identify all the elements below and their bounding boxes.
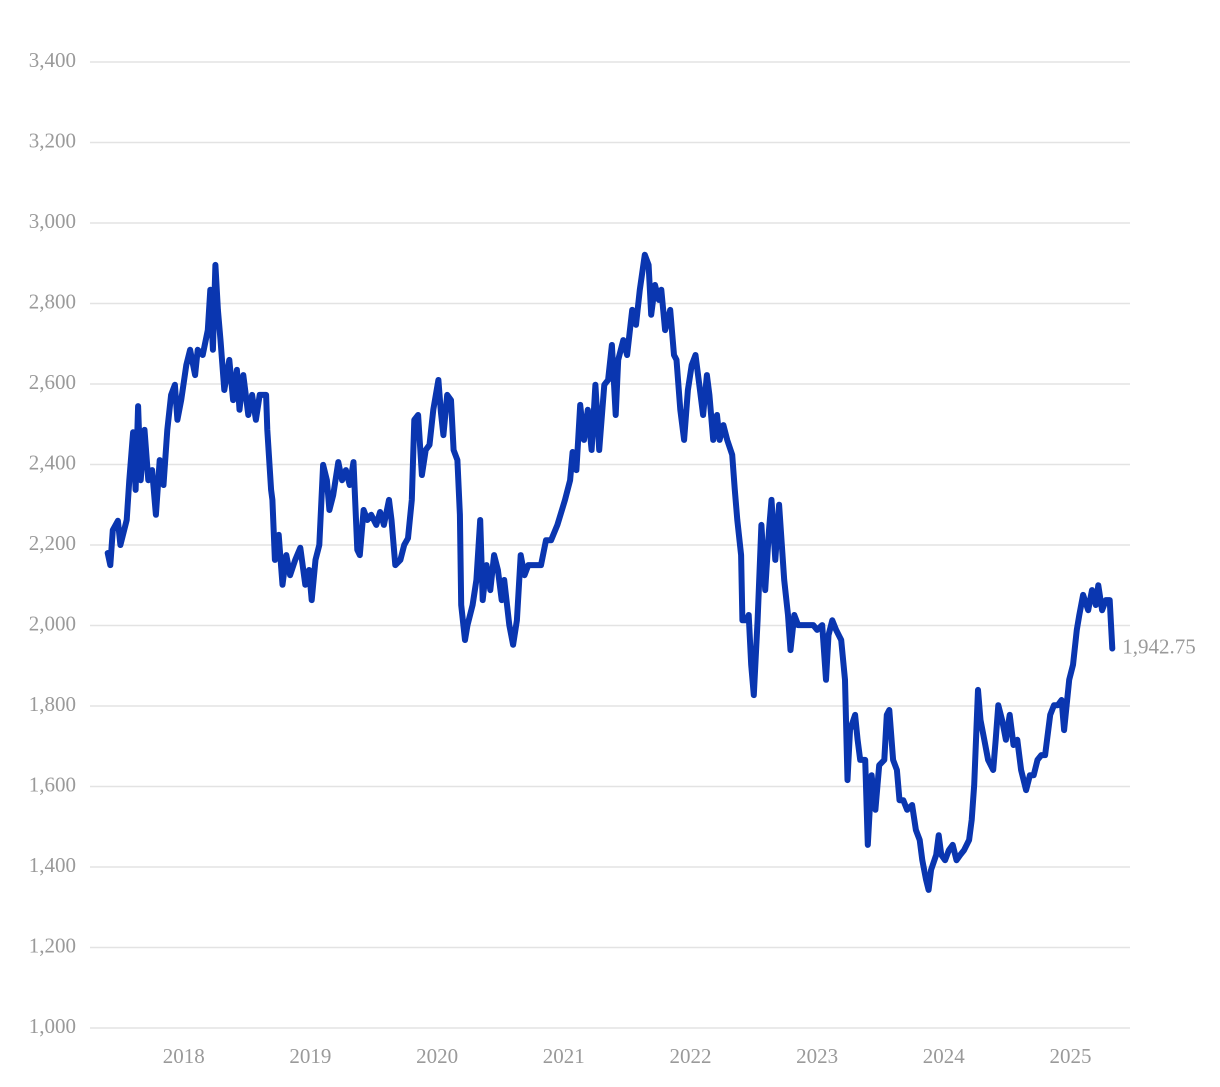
x-tick-label: 2020 (416, 1044, 458, 1068)
y-tick-label: 2,400 (29, 450, 76, 474)
price-line (104, 251, 1116, 893)
x-tick-label: 2023 (796, 1044, 838, 1068)
y-tick-label: 1,400 (29, 853, 76, 877)
y-tick-label: 2,000 (29, 611, 76, 635)
y-tick-label: 1,200 (29, 933, 76, 957)
y-tick-label: 3,000 (29, 209, 76, 233)
x-tick-label: 2019 (289, 1044, 331, 1068)
x-tick-label: 2024 (923, 1044, 966, 1068)
x-tick-label: 2025 (1049, 1044, 1091, 1068)
x-tick-label: 2021 (543, 1044, 585, 1068)
y-tick-label: 3,200 (29, 128, 76, 152)
y-tick-label: 2,600 (29, 370, 76, 394)
y-tick-label: 1,000 (29, 1014, 76, 1038)
end-value-label: 1,942.75 (1122, 634, 1196, 658)
y-tick-label: 2,200 (29, 531, 76, 555)
y-tick-label: 2,800 (29, 289, 76, 313)
y-tick-label: 1,600 (29, 772, 76, 796)
x-tick-label: 2018 (163, 1044, 205, 1068)
x-tick-label: 2022 (669, 1044, 711, 1068)
y-tick-label: 1,800 (29, 692, 76, 716)
y-tick-label: 3,400 (29, 48, 76, 72)
